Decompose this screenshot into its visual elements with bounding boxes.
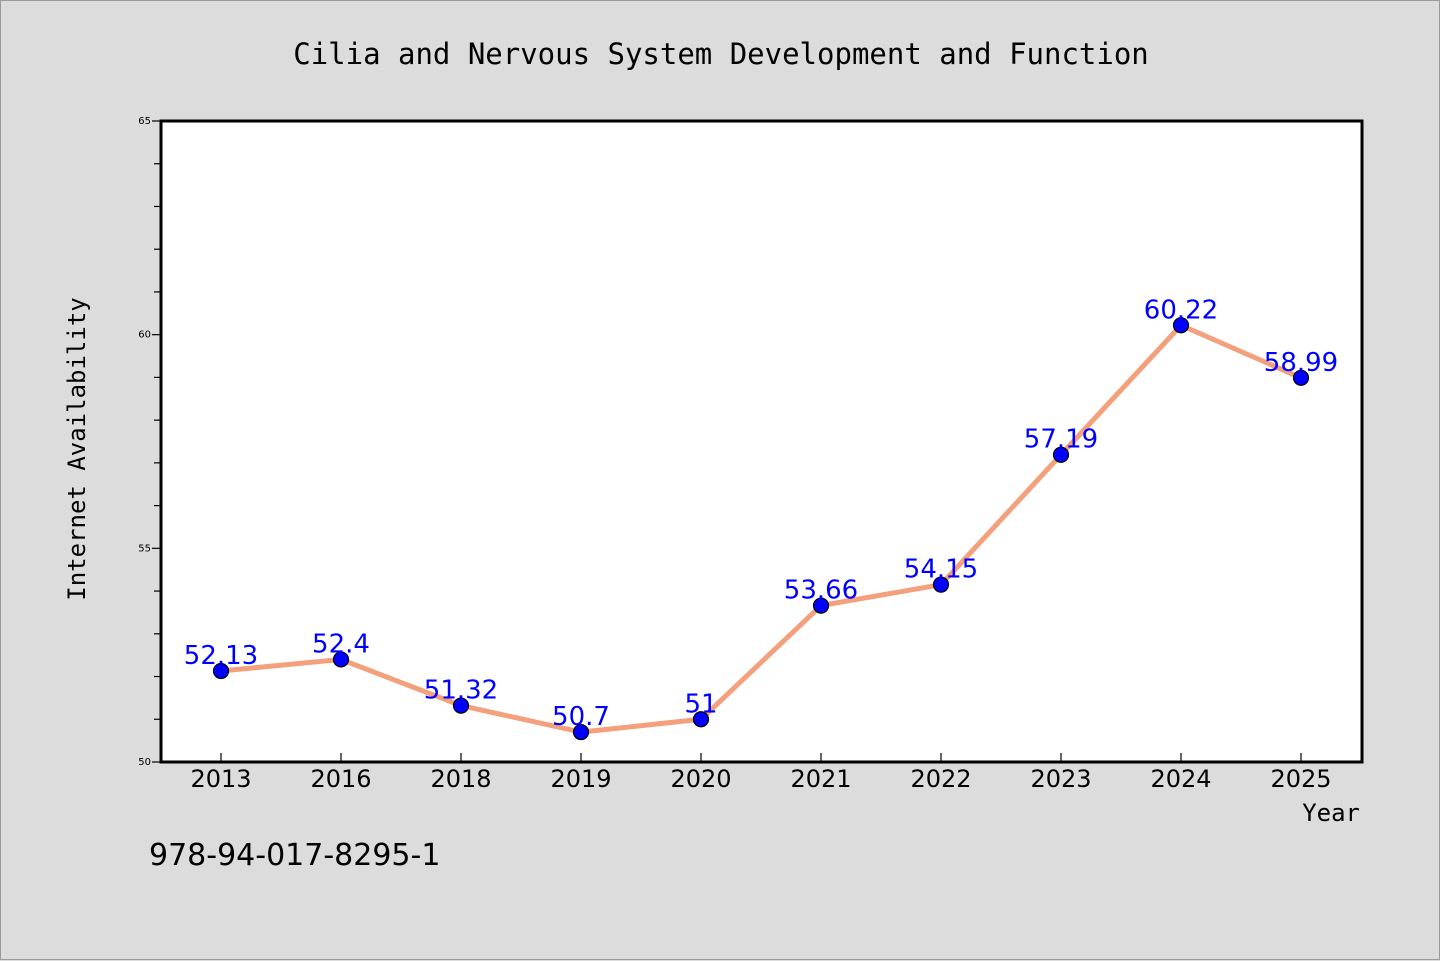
x-tick-label: 2022 (910, 765, 971, 793)
x-tick-label: 2016 (310, 765, 371, 793)
data-point (332, 651, 350, 668)
x-axis-label: Year (1302, 799, 1360, 827)
x-tick-label: 2018 (430, 765, 491, 793)
x-tick-label: 2021 (790, 765, 851, 793)
x-tick-label: 2024 (1150, 765, 1211, 793)
data-label: 50.7 (552, 702, 610, 732)
y-axis-tick-labels: 50 55 60 65 (138, 116, 151, 768)
data-point (572, 723, 590, 741)
x-tick-label: 2020 (670, 765, 731, 793)
data-label: 51 (684, 689, 717, 719)
data-point (812, 597, 830, 614)
x-tick-label: 2013 (190, 765, 251, 793)
data-label: 60.22 (1144, 295, 1218, 325)
x-axis-ticks (220, 753, 1302, 762)
data-point (1052, 446, 1070, 463)
plot-area (159, 119, 1364, 764)
y-axis-ticks (152, 120, 161, 763)
data-label: 51.32 (424, 676, 498, 706)
data-point (1172, 317, 1190, 334)
data-point (212, 662, 230, 680)
data-point (1292, 369, 1310, 386)
x-tick-label: 2019 (550, 765, 611, 793)
y-axis-label: Internet Availability (63, 297, 91, 600)
isbn-text: 978-94-017-8295-1 (149, 838, 440, 873)
data-label: 53.66 (784, 576, 858, 606)
y-tick-label: 50 (138, 757, 151, 768)
y-tick-label: 60 (138, 330, 151, 341)
data-label: 54.15 (904, 555, 978, 585)
x-tick-label: 2025 (1270, 765, 1331, 793)
data-label: 52.4 (312, 629, 370, 659)
y-tick-label: 65 (138, 116, 151, 127)
y-tick-label: 55 (138, 543, 151, 554)
series-group: 52.13 52.4 51.32 50.7 51 53.66 54.15 57.19 60.22… (184, 295, 1338, 741)
data-label: 58.99 (1264, 348, 1338, 378)
data-label: 57.19 (1024, 425, 1098, 455)
x-tick-label: 2023 (1030, 765, 1091, 793)
data-point (692, 711, 710, 728)
x-axis-tick-labels: 2013 2016 2018 2019 2020 2021 2022 2023 2024 2025 (190, 765, 1331, 793)
chart-title: Cilia and Nervous System Development and… (293, 37, 1149, 71)
data-point (932, 576, 950, 593)
series-line (218, 322, 1304, 735)
data-label: 52.13 (184, 641, 258, 671)
data-point (452, 697, 470, 714)
